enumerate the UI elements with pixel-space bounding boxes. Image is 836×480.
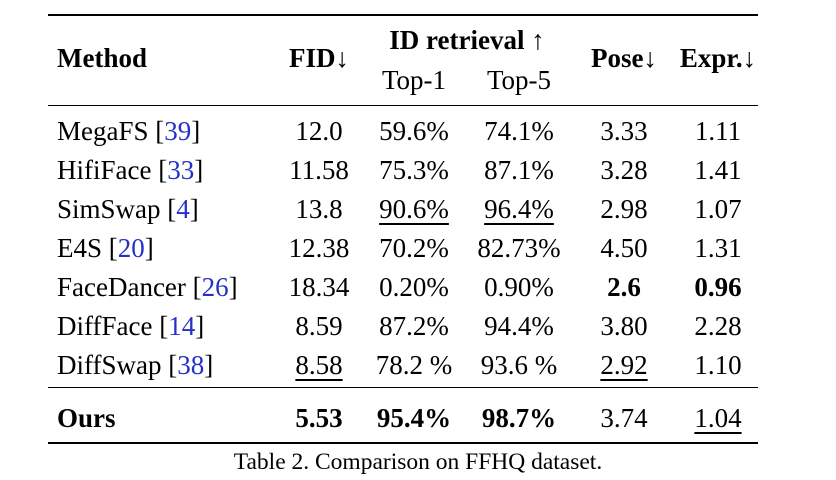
method-name: MegaFS — [57, 116, 149, 146]
header-top5: Top-5 — [486, 65, 552, 95]
cell-top1: 0.20% — [379, 272, 449, 302]
table-ours-rule — [48, 387, 758, 388]
citation-link[interactable]: 14 — [168, 311, 196, 341]
method-name: DiffFace — [57, 311, 153, 341]
header-top1: Top-1 — [381, 65, 447, 95]
header-method: Method — [57, 43, 147, 73]
cell-pose: 3.74 — [600, 403, 648, 433]
cell-pose: 3.28 — [600, 155, 648, 185]
cell-top5: 74.1% — [484, 116, 554, 146]
cell-pose: 3.33 — [600, 116, 648, 146]
table-top-rule — [48, 14, 758, 16]
cell-expr: 1.04 — [694, 403, 742, 433]
row-method: DiffFace [14] — [57, 311, 205, 341]
cell-top5: 94.4% — [484, 311, 554, 341]
row-method: MegaFS [39] — [57, 116, 201, 146]
cell-expr: 1.11 — [694, 116, 742, 146]
cell-top5: 0.90% — [484, 272, 554, 302]
citation-link[interactable]: 38 — [177, 350, 205, 380]
method-name: DiffSwap — [57, 350, 162, 380]
row-method-ours: Ours — [57, 403, 116, 433]
cell-expr: 1.31 — [694, 233, 742, 263]
cell-fid: 12.38 — [288, 233, 350, 263]
cell-top1: 78.2 % — [375, 350, 453, 380]
cell-expr: 1.10 — [694, 350, 742, 380]
table-header-rule — [48, 105, 758, 106]
cell-fid: 5.53 — [295, 403, 343, 433]
cell-top1: 87.2% — [379, 311, 449, 341]
cell-top5: 87.1% — [484, 155, 554, 185]
cell-pose: 2.6 — [607, 272, 641, 302]
cell-top1: 75.3% — [379, 155, 449, 185]
table-caption: Table 2. Comparison on FFHQ dataset. — [233, 449, 603, 475]
cell-top1: 70.2% — [379, 233, 449, 263]
cell-expr: 1.41 — [694, 155, 742, 185]
cell-top5: 82.73% — [477, 233, 561, 263]
method-name: HifiFace — [57, 155, 152, 185]
cell-fid: 8.59 — [295, 311, 343, 341]
cell-top5: 96.4% — [484, 194, 554, 224]
row-method: DiffSwap [38] — [57, 350, 214, 380]
header-pose: Pose↓ — [591, 43, 657, 73]
cell-fid: 18.34 — [288, 272, 350, 302]
cell-fid: 11.58 — [289, 155, 349, 185]
citation-link[interactable]: 39 — [164, 116, 192, 146]
cell-expr: 2.28 — [694, 311, 742, 341]
cell-fid: 12.0 — [295, 116, 343, 146]
method-name: SimSwap — [57, 194, 161, 224]
citation-link[interactable]: 26 — [201, 272, 229, 302]
table-bottom-rule — [48, 442, 758, 444]
cell-top1: 59.6% — [379, 116, 449, 146]
cell-top1: 95.4% — [376, 403, 452, 433]
cell-pose: 2.92 — [600, 350, 648, 380]
header-fid: FID↓ — [289, 43, 349, 73]
cell-fid: 8.58 — [295, 350, 343, 380]
header-id-retrieval: ID retrieval ↑ — [389, 25, 545, 55]
citation-link[interactable]: 4 — [176, 194, 190, 224]
cell-fid: 13.8 — [295, 194, 343, 224]
cell-top5: 98.7% — [481, 403, 557, 433]
cell-top5: 93.6 % — [480, 350, 558, 380]
row-method: FaceDancer [26] — [57, 272, 238, 302]
citation-link[interactable]: 33 — [167, 155, 195, 185]
row-method: E4S [20] — [57, 233, 154, 263]
cell-top1: 90.6% — [379, 194, 449, 224]
method-name: E4S — [57, 233, 103, 263]
cell-pose: 4.50 — [600, 233, 648, 263]
cell-pose: 2.98 — [600, 194, 648, 224]
header-expr: Expr.↓ — [679, 43, 757, 73]
citation-link[interactable]: 20 — [117, 233, 145, 263]
cell-pose: 3.80 — [600, 311, 648, 341]
row-method: SimSwap [4] — [57, 194, 199, 224]
method-name: FaceDancer — [57, 272, 186, 302]
row-method: HifiFace [33] — [57, 155, 204, 185]
cell-expr: 0.96 — [694, 272, 742, 302]
cell-expr: 1.07 — [694, 194, 742, 224]
